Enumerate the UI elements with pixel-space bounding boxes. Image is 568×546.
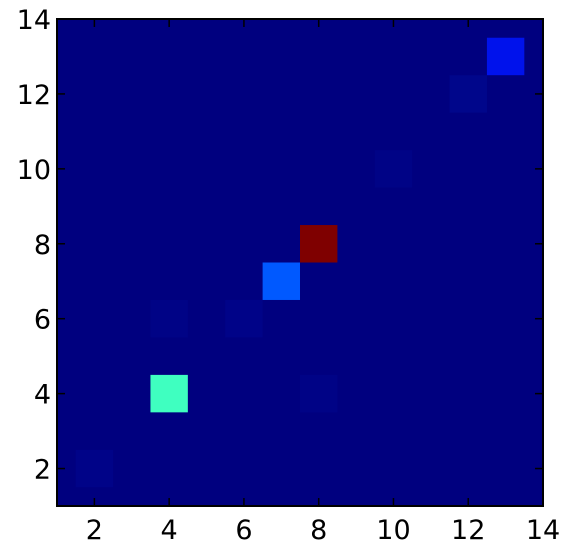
heatmap-cell-3 xyxy=(225,299,263,338)
y-tick-label-3: 8 xyxy=(34,230,51,261)
plot-frame xyxy=(56,18,544,507)
x-tick-label-0: 2 xyxy=(86,515,103,546)
x-tick-label-6: 14 xyxy=(526,515,560,546)
x-tick-label-3: 8 xyxy=(310,515,327,546)
y-tick-label-0: 2 xyxy=(34,455,51,486)
y-tick-label-5: 12 xyxy=(17,80,51,111)
heatmap-cell-0 xyxy=(75,449,114,488)
heatmap-cell-7 xyxy=(374,150,413,188)
y-tick-label-6: 14 xyxy=(17,5,51,36)
y-tick-label-4: 10 xyxy=(17,155,51,186)
x-tick-label-5: 12 xyxy=(451,515,485,546)
heatmap-cell-8 xyxy=(449,75,487,113)
heatmap-cell-1 xyxy=(150,374,188,413)
x-tick-label-1: 4 xyxy=(161,515,178,546)
heatmap-cell-6 xyxy=(300,225,338,263)
heatmap-cell-4 xyxy=(262,262,300,300)
heatmap-cells xyxy=(75,37,525,488)
y-tick-label-1: 4 xyxy=(34,380,51,411)
heatmap-cell-5 xyxy=(300,374,338,413)
heatmap-cell-2 xyxy=(150,299,188,338)
axis-tick-labels: 2 4 6 8 10 12 14 2 4 6 8 10 12 14 xyxy=(17,5,561,546)
y-tick-label-2: 6 xyxy=(34,305,51,336)
x-tick-label-2: 6 xyxy=(235,515,252,546)
x-tick-label-4: 10 xyxy=(376,515,410,546)
heatmap-cell-9 xyxy=(486,37,525,76)
